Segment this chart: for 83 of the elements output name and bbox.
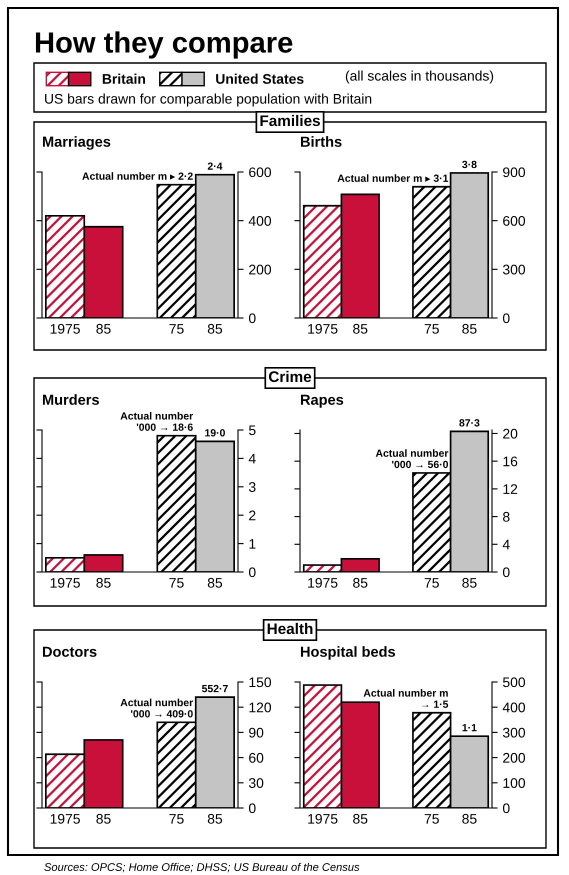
text: 2·4 bbox=[208, 162, 222, 170]
chart-title: Murders bbox=[42, 394, 99, 405]
annotation: Actual number '000 → 18·6 bbox=[120, 412, 194, 431]
y-tick-label: 600 bbox=[249, 167, 272, 178]
text: 87·3 bbox=[459, 419, 480, 427]
y-tick-label: 600 bbox=[503, 216, 526, 226]
source-note: Sources: OPCS; Home Office; DHSS; US Bureau of the Census bbox=[44, 862, 360, 872]
y-tick-label: 1 bbox=[249, 539, 256, 549]
y-tick-label: 400 bbox=[248, 216, 272, 226]
y-tick-label: 300 bbox=[502, 264, 526, 275]
x-tick-label: 75 bbox=[424, 578, 439, 588]
chart-title: Marriages bbox=[42, 136, 110, 150]
legend-label: United States bbox=[216, 74, 304, 84]
y-tick-label: 900 bbox=[503, 167, 526, 178]
annotation: 552·7 bbox=[202, 684, 228, 692]
y-tick-label: 200 bbox=[249, 264, 272, 275]
x-tick-label: 85 bbox=[208, 324, 222, 334]
text: Crime bbox=[268, 370, 312, 382]
x-tick-label: 85 bbox=[208, 814, 222, 824]
annotation: 1·1 bbox=[462, 724, 477, 732]
x-tick-label: 75 bbox=[424, 814, 439, 824]
x-tick-label: 1975 bbox=[50, 814, 80, 824]
y-tick-label: 20 bbox=[503, 428, 518, 439]
x-tick-label: 75 bbox=[170, 324, 184, 334]
chart-title: Births bbox=[300, 136, 342, 147]
y-tick-label: 500 bbox=[502, 677, 526, 688]
text: (all scales in thousands) bbox=[346, 70, 494, 84]
y-tick-label: 200 bbox=[503, 752, 526, 763]
annotation: Actual number '000 → 409·0 bbox=[120, 698, 194, 718]
text: Health bbox=[268, 622, 312, 634]
y-tick-label: 60 bbox=[249, 752, 264, 763]
chart-title: Doctors bbox=[42, 646, 97, 657]
y-tick-label: 0 bbox=[502, 313, 510, 324]
y-tick-label: 0 bbox=[248, 803, 256, 814]
y-tick-label: 300 bbox=[502, 728, 526, 738]
x-tick-label: 1975 bbox=[308, 324, 338, 334]
text: Families bbox=[260, 114, 320, 126]
x-tick-label: 85 bbox=[462, 814, 477, 824]
text: How they compare bbox=[36, 31, 292, 59]
y-tick-label: 4 bbox=[248, 454, 256, 464]
x-tick-label: 75 bbox=[424, 324, 439, 334]
y-tick-label: 0 bbox=[248, 567, 256, 578]
annotation: Actual number m ▸ 3·1 bbox=[338, 174, 448, 182]
y-tick-label: 0 bbox=[248, 313, 256, 324]
annotation: Actual number m ▸ 2·2 bbox=[82, 172, 193, 180]
x-tick-label: 85 bbox=[353, 578, 368, 588]
y-tick-label: 150 bbox=[249, 677, 272, 688]
y-tick-label: 8 bbox=[503, 512, 510, 522]
annotation: 19·0 bbox=[205, 429, 225, 437]
x-tick-label: 85 bbox=[96, 324, 111, 334]
y-tick-label: 120 bbox=[249, 702, 272, 712]
text: US bars drawn for comparable population with Britain bbox=[45, 94, 372, 106]
y-tick-label: 16 bbox=[503, 456, 518, 466]
y-tick-label: 0 bbox=[502, 567, 510, 578]
y-tick-label: 90 bbox=[249, 728, 264, 738]
x-tick-label: 85 bbox=[208, 578, 222, 588]
y-tick-label: 400 bbox=[502, 702, 526, 712]
chart-title: Hospital beds bbox=[300, 646, 396, 660]
y-tick-label: 0 bbox=[502, 803, 510, 814]
x-tick-label: 1975 bbox=[308, 578, 338, 588]
y-tick-label: 4 bbox=[502, 540, 510, 550]
x-tick-label: 1975 bbox=[50, 324, 80, 334]
y-tick-label: 30 bbox=[248, 778, 264, 788]
annotation: Actual number m → 1·5 bbox=[364, 689, 448, 708]
x-tick-label: 1975 bbox=[50, 578, 80, 588]
x-tick-label: 1975 bbox=[308, 814, 338, 824]
y-tick-label: 100 bbox=[503, 778, 526, 788]
y-tick-label: 12 bbox=[503, 484, 518, 494]
x-tick-label: 85 bbox=[462, 578, 477, 588]
chart-title: Rapes bbox=[300, 394, 344, 408]
y-tick-label: 5 bbox=[248, 425, 256, 436]
x-tick-label: 85 bbox=[96, 814, 111, 824]
x-tick-label: 75 bbox=[170, 814, 184, 824]
legend-label: Britain bbox=[102, 74, 146, 84]
x-tick-label: 85 bbox=[353, 814, 368, 824]
y-tick-label: 3 bbox=[248, 482, 256, 492]
x-tick-label: 85 bbox=[462, 324, 477, 334]
x-tick-label: 85 bbox=[353, 324, 368, 334]
text: 3·8 bbox=[462, 160, 477, 168]
x-tick-label: 85 bbox=[96, 578, 111, 588]
y-tick-label: 2 bbox=[249, 510, 256, 520]
x-tick-label: 75 bbox=[170, 578, 184, 588]
annotation: Actual number '000 → 56·0 bbox=[376, 449, 448, 468]
